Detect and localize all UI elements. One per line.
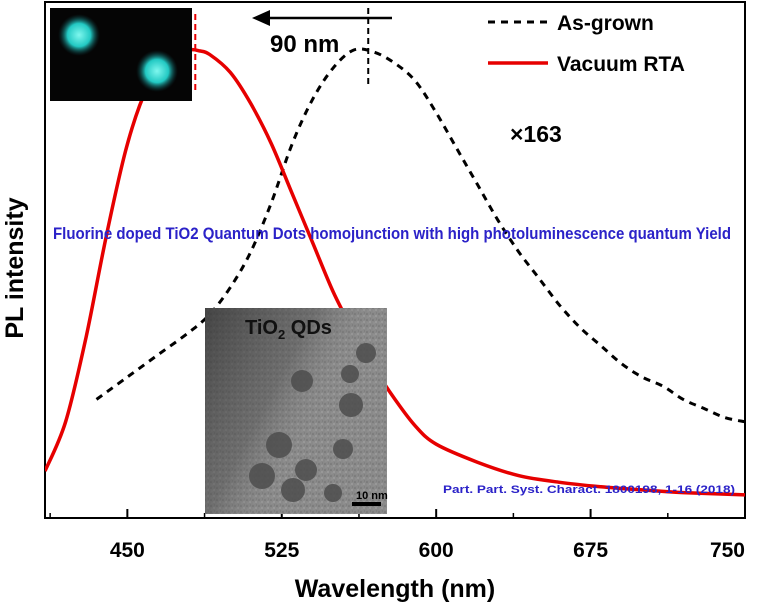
x-tick-label: 600 bbox=[419, 539, 454, 562]
x-axis-label: Wavelength (nm) bbox=[295, 575, 495, 603]
legend: As-grown Vacuum RTA bbox=[488, 12, 685, 76]
x-tick-label: 750 bbox=[710, 539, 745, 562]
tem-title-rest: QDs bbox=[285, 317, 332, 339]
tem-title-subscript: 2 bbox=[278, 327, 285, 342]
citation-text: Part. Part. Syst. Charact. 1800198, 1-16… bbox=[443, 484, 735, 496]
x-tick-label: 675 bbox=[573, 539, 608, 562]
series-line-as-grown bbox=[95, 47, 745, 424]
banner-text: Fluorine doped TiO2 Quantum Dots homojun… bbox=[53, 224, 731, 243]
series-line-vacuum-rta bbox=[45, 47, 745, 497]
shift-label: 90 nm bbox=[270, 31, 339, 58]
fluorescence-inset-image bbox=[50, 8, 192, 101]
x-axis-ticks: 450 525 600 675 750 bbox=[49, 509, 746, 562]
x-tick-label: 525 bbox=[264, 539, 299, 562]
legend-label-vacuum-rta: Vacuum RTA bbox=[557, 53, 685, 76]
x-tick-label: 450 bbox=[110, 539, 145, 562]
tem-inset-image: TiO2 QDs 10 nm bbox=[205, 308, 388, 514]
y-axis-label: PL intensity bbox=[1, 197, 29, 338]
tem-scale-label: 10 nm bbox=[356, 490, 388, 502]
tem-title-main: TiO bbox=[245, 317, 278, 339]
legend-label-as-grown: As-grown bbox=[557, 12, 654, 35]
svg-text:TiO2 QDs: TiO2 QDs bbox=[245, 317, 332, 342]
scale-factor-label: ×163 bbox=[510, 121, 562, 147]
shift-arrow bbox=[252, 10, 392, 26]
